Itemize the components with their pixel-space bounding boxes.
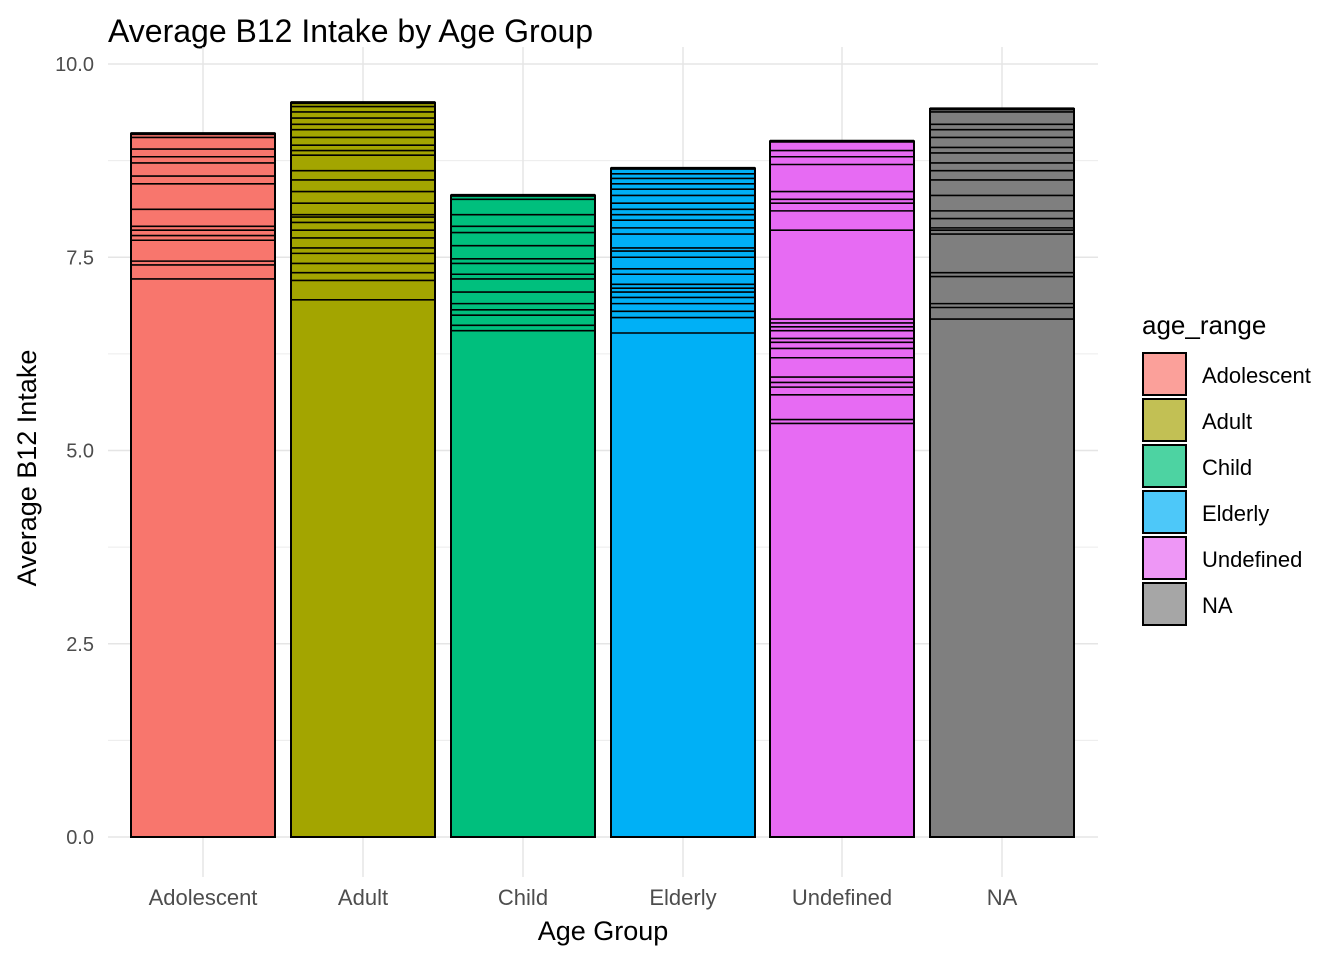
x-axis-ticks: Adolescent Adult Child Elderly Undefined NA	[149, 885, 1018, 910]
y-tick-label: 5.0	[66, 441, 94, 463]
bar	[610, 167, 756, 839]
legend-item-adult: Adult	[1142, 398, 1252, 442]
bars	[130, 101, 1075, 839]
bar-adolescent	[130, 132, 276, 838]
bar-elderly	[610, 166, 756, 839]
legend-label: Child	[1202, 455, 1252, 480]
legend-label: Adult	[1202, 409, 1252, 434]
x-tick-label: Child	[498, 885, 548, 910]
legend-items: Adolescent Adult Child Elderly Undefined NA	[1142, 352, 1311, 626]
legend-swatch	[1142, 582, 1187, 626]
legend-item-na: NA	[1142, 582, 1233, 626]
y-tick-label: 7.5	[66, 247, 94, 269]
bar	[450, 194, 596, 839]
x-tick-label: NA	[987, 885, 1018, 910]
y-tick-label: 2.5	[66, 634, 94, 656]
bar	[290, 101, 436, 838]
legend-label: Adolescent	[1202, 363, 1311, 388]
x-tick-label: Adult	[338, 885, 388, 910]
y-axis-ticks: 0.0 2.5 5.0 7.5 10.0	[55, 54, 94, 849]
y-axis-label: Average B12 Intake	[12, 350, 42, 587]
legend: age_range Adolescent Adult Child Elderly Und…	[1142, 310, 1311, 626]
y-tick-label: 10.0	[55, 54, 94, 76]
legend-swatch	[1142, 444, 1187, 488]
legend-swatch	[1142, 536, 1187, 580]
legend-swatch	[1142, 490, 1187, 534]
x-tick-label: Adolescent	[149, 885, 258, 910]
x-tick-label: Undefined	[792, 885, 892, 910]
bar	[769, 140, 915, 839]
legend-swatch	[1142, 352, 1187, 396]
legend-item-adolescent: Adolescent	[1142, 352, 1311, 396]
legend-label: Undefined	[1202, 547, 1302, 572]
bar	[130, 132, 276, 838]
legend-item-child: Child	[1142, 444, 1252, 488]
legend-item-elderly: Elderly	[1142, 490, 1269, 534]
bar-child	[450, 193, 596, 839]
bar-na	[929, 107, 1075, 839]
legend-label: Elderly	[1202, 501, 1269, 526]
legend-label: NA	[1202, 593, 1233, 618]
x-tick-label: Elderly	[649, 885, 716, 910]
bar-adult	[290, 101, 436, 838]
legend-swatch	[1142, 398, 1187, 442]
legend-item-undefined: Undefined	[1142, 536, 1302, 580]
chart-title: Average B12 Intake by Age Group	[108, 13, 593, 49]
bar-undefined	[769, 139, 915, 839]
x-axis-label: Age Group	[538, 916, 669, 946]
legend-title: age_range	[1142, 310, 1266, 340]
y-tick-label: 0.0	[66, 827, 94, 849]
